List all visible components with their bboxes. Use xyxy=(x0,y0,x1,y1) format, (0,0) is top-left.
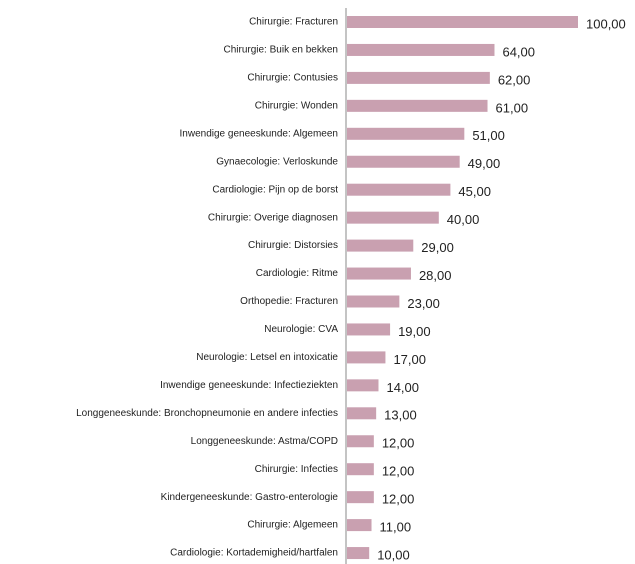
bar xyxy=(347,267,411,280)
category-label: Orthopedie: Fracturen xyxy=(240,296,338,307)
bar xyxy=(347,99,488,112)
bar xyxy=(347,71,490,84)
value-label: 19,00 xyxy=(398,324,431,339)
value-label: 11,00 xyxy=(380,520,412,535)
bar xyxy=(347,519,372,532)
bar xyxy=(347,16,578,28)
value-label: 13,00 xyxy=(384,408,417,423)
category-label: Neurologie: Letsel en intoxicatie xyxy=(196,352,338,363)
value-label: 14,00 xyxy=(386,380,419,395)
value-label: 45,00 xyxy=(458,184,491,199)
category-label: Chirurgie: Wonden xyxy=(255,100,338,111)
category-label: Kindergeneeskunde: Gastro-enterologie xyxy=(161,492,339,503)
bar xyxy=(347,379,379,392)
category-label: Inwendige geneeskunde: Infectieziekten xyxy=(160,380,338,391)
category-label: Chirurgie: Infecties xyxy=(255,464,338,475)
category-label: Longgeneeskunde: Bronchopneumonie en and… xyxy=(76,408,338,419)
category-label: Cardiologie: Ritme xyxy=(256,268,339,279)
bar xyxy=(347,407,377,420)
bar xyxy=(347,127,465,140)
value-label: 100,00 xyxy=(586,16,626,31)
bar xyxy=(347,435,374,448)
bar xyxy=(347,183,451,196)
value-label: 28,00 xyxy=(419,268,452,283)
category-label: Chirurgie: Overige diagnosen xyxy=(208,212,338,223)
category-label: Chirurgie: Algemeen xyxy=(247,520,338,531)
category-label: Cardiologie: Pijn op de borst xyxy=(212,184,338,195)
bar xyxy=(347,211,439,224)
bar xyxy=(347,547,370,560)
bar xyxy=(347,463,374,476)
category-label: Gynaecologie: Verloskunde xyxy=(216,156,338,167)
category-label: Inwendige geneeskunde: Algemeen xyxy=(180,128,338,139)
value-label: 17,00 xyxy=(393,352,426,367)
value-label: 12,00 xyxy=(382,492,415,507)
value-label: 12,00 xyxy=(382,436,415,451)
bar xyxy=(347,351,386,364)
value-label: 29,00 xyxy=(421,240,454,255)
value-label: 49,00 xyxy=(468,156,501,171)
value-label: 64,00 xyxy=(502,44,535,59)
value-label: 40,00 xyxy=(447,212,480,227)
bar xyxy=(347,295,400,308)
value-label: 51,00 xyxy=(472,128,505,143)
value-label: 23,00 xyxy=(407,296,440,311)
value-label: 61,00 xyxy=(496,100,529,115)
category-label: Chirurgie: Contusies xyxy=(247,73,338,84)
bar xyxy=(347,239,414,252)
category-label: Longgeneeskunde: Astma/COPD xyxy=(191,436,338,447)
value-label: 62,00 xyxy=(498,72,531,87)
bar xyxy=(347,43,495,56)
category-label: Chirurgie: Buik en bekken xyxy=(223,45,338,56)
value-label: 12,00 xyxy=(382,464,415,479)
category-label: Neurologie: CVA xyxy=(264,324,338,335)
value-label: 10,00 xyxy=(377,547,410,562)
category-label: Cardiologie: Kortademigheid/hartfalen xyxy=(170,548,338,559)
bar xyxy=(347,323,391,336)
bar xyxy=(347,155,460,168)
bar xyxy=(347,491,374,504)
category-label: Chirurgie: Fracturen xyxy=(249,17,338,28)
category-label: Chirurgie: Distorsies xyxy=(248,240,338,251)
